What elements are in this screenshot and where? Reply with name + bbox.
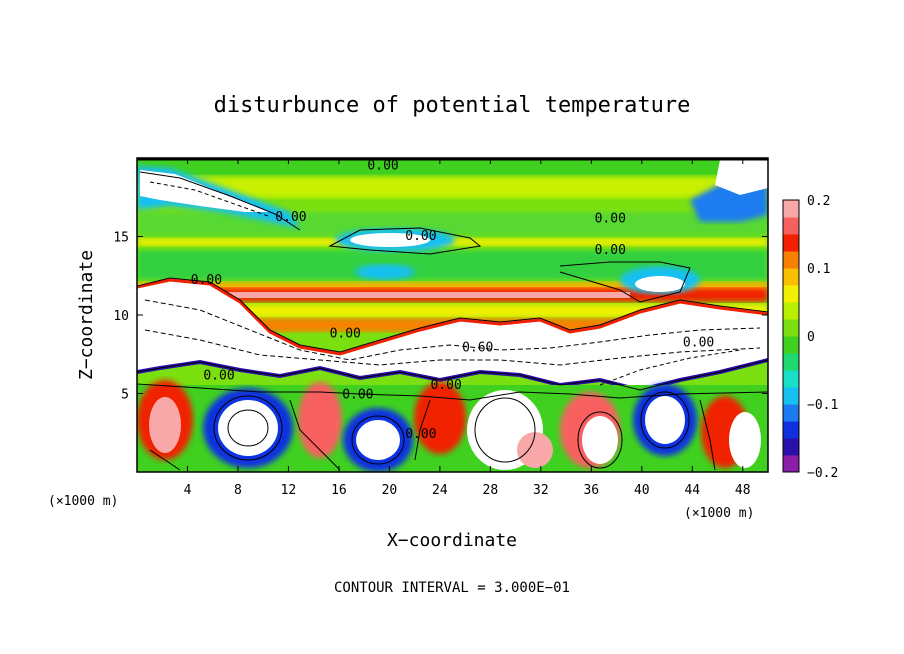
colorbar-swatch bbox=[783, 438, 799, 456]
colorbar-swatch bbox=[783, 268, 799, 286]
colorbar-swatch bbox=[783, 200, 799, 218]
cold-blob-mid-3 bbox=[355, 264, 415, 280]
contour-label: 0.00 bbox=[405, 427, 436, 442]
y-tick-label: 5 bbox=[121, 388, 129, 403]
colorbar-swatch bbox=[783, 421, 799, 439]
contour-label: 0.00 bbox=[275, 210, 306, 225]
colorbar-frame bbox=[782, 199, 800, 473]
lower-cell-white-2 bbox=[356, 420, 400, 460]
band-pink bbox=[200, 292, 630, 298]
upper-right-white-region bbox=[715, 158, 768, 195]
colorbar-swatch bbox=[783, 302, 799, 320]
y-axis-label: Z−coordinate bbox=[76, 250, 97, 380]
lower-cell-pink-1 bbox=[149, 397, 181, 453]
contour-label: 0.60 bbox=[462, 340, 493, 355]
band-green-mid bbox=[137, 212, 768, 236]
lower-cell-white-5 bbox=[645, 396, 685, 444]
x-unit-right: (×1000 m) bbox=[684, 506, 754, 521]
contour-label: 0.00 bbox=[405, 229, 436, 244]
x-tick-label: 44 bbox=[684, 483, 700, 498]
x-unit-left: (×1000 m) bbox=[48, 494, 118, 509]
colorbar-swatch bbox=[783, 370, 799, 388]
colorbar-swatch bbox=[783, 234, 799, 252]
mixing-layer-white bbox=[137, 278, 768, 390]
x-tick-label: 8 bbox=[234, 483, 242, 498]
lower-cell-white-1 bbox=[218, 400, 278, 456]
colorbar-tick-label: 0.2 bbox=[807, 194, 830, 209]
colorbar-swatch bbox=[783, 217, 799, 235]
band-yellow-top bbox=[137, 176, 768, 198]
x-tick-label: 32 bbox=[533, 483, 549, 498]
contour-label: 0.00 bbox=[342, 388, 373, 403]
contour-label: 0.00 bbox=[595, 243, 626, 258]
x-tick-label: 36 bbox=[583, 483, 599, 498]
colorbar-swatch bbox=[783, 319, 799, 337]
colorbar-tick-label: −0.2 bbox=[807, 466, 838, 481]
cold-blob-mid-2-core bbox=[635, 276, 685, 292]
y-tick-label: 10 bbox=[113, 309, 129, 324]
lower-cell-pink-3 bbox=[517, 432, 553, 468]
x-tick-label: 4 bbox=[184, 483, 192, 498]
chart-title: disturbunce of potential temperature bbox=[214, 93, 691, 118]
contour-label: 0.00 bbox=[367, 158, 398, 173]
x-tick-label: 24 bbox=[432, 483, 448, 498]
x-tick-label: 16 bbox=[331, 483, 347, 498]
x-axis-label: X−coordinate bbox=[387, 530, 517, 551]
colorbar-tick-label: 0 bbox=[807, 330, 815, 345]
colorbar-ticks: 0.2 0.1 0 −0.1 −0.2 bbox=[807, 194, 838, 481]
band-yellow-low bbox=[137, 304, 768, 318]
y-axis-ticks: 5 10 15 bbox=[113, 231, 768, 403]
x-tick-label: 40 bbox=[634, 483, 650, 498]
colorbar-swatch bbox=[783, 387, 799, 405]
lower-cell-white-4 bbox=[582, 416, 618, 464]
x-tick-label: 20 bbox=[382, 483, 398, 498]
colorbar-tick-label: −0.1 bbox=[807, 398, 838, 413]
contour-label: 0.00 bbox=[203, 369, 234, 384]
contour-label: 0.00 bbox=[595, 212, 626, 227]
contour-label: 0.00 bbox=[330, 326, 361, 341]
colorbar-swatch bbox=[783, 404, 799, 422]
lower-cell-red-2 bbox=[298, 382, 342, 458]
contour-label: 0.00 bbox=[431, 378, 462, 393]
colorbar-swatch bbox=[783, 251, 799, 269]
upper-left-white-region bbox=[140, 170, 270, 212]
contour-labels: 0.00 0.00 0.00 0.00 0.00 0.00 0.00 0.60 0.00 0.00… bbox=[191, 158, 714, 441]
plot-area: 0.00 0.00 0.00 0.00 0.00 0.00 0.00 0.60 0.00 0.00… bbox=[137, 158, 768, 472]
contour-lines bbox=[137, 171, 768, 471]
x-tick-label: 28 bbox=[483, 483, 499, 498]
contour-interval-note: CONTOUR INTERVAL = 3.000E−01 bbox=[334, 580, 570, 596]
y-tick-label: 15 bbox=[113, 231, 129, 246]
contour-label: 0.00 bbox=[191, 273, 222, 288]
colorbar-swatch bbox=[783, 455, 799, 473]
colorbar-tick-label: 0.1 bbox=[807, 262, 830, 277]
colorbar-swatch bbox=[783, 285, 799, 303]
lower-cell-white-6 bbox=[729, 412, 761, 468]
x-tick-label: 48 bbox=[735, 483, 751, 498]
x-tick-label: 12 bbox=[281, 483, 297, 498]
colorbar bbox=[782, 199, 800, 473]
colorbar-swatch bbox=[783, 336, 799, 354]
x-axis-ticks: 4 8 12 16 20 24 28 32 36 40 44 48 bbox=[184, 158, 751, 498]
lower-cell-red-3 bbox=[414, 382, 466, 454]
contour-label: 0.00 bbox=[683, 336, 714, 351]
cold-blob-mid-1-core bbox=[350, 233, 430, 247]
mixing-layer-edge-red bbox=[137, 278, 768, 356]
colorbar-swatch bbox=[783, 353, 799, 371]
